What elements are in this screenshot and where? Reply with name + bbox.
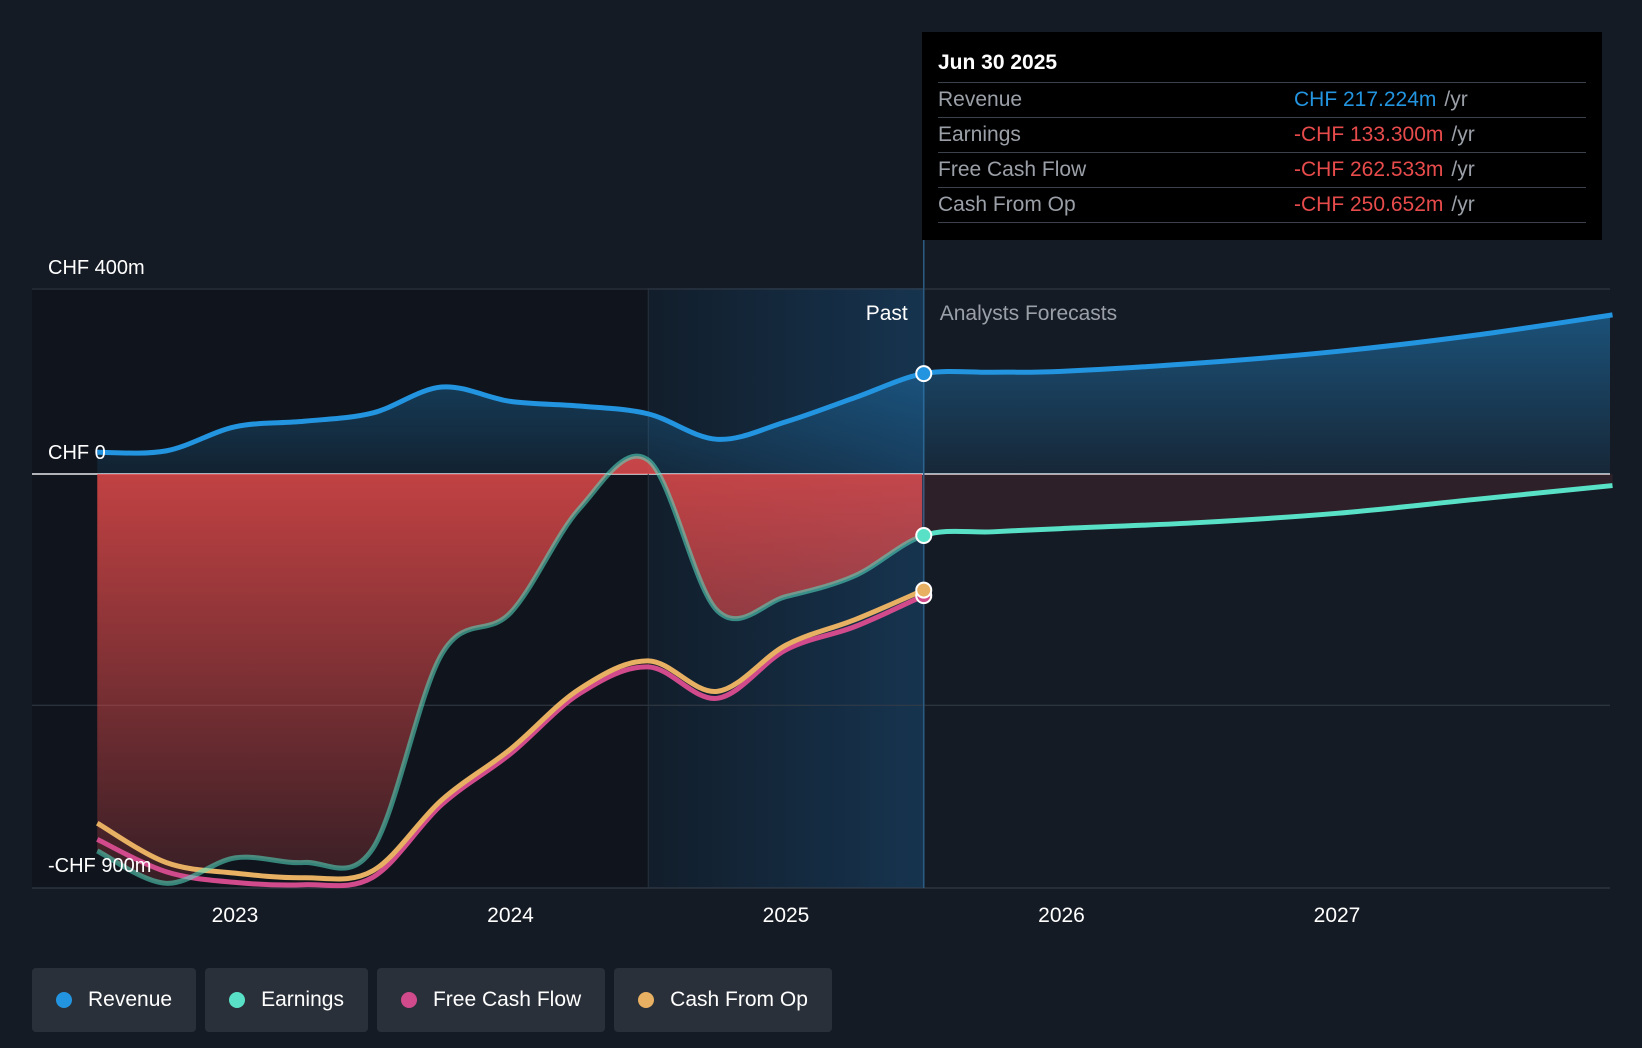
tooltip-row-revenue: Revenue CHF 217.224m /yr: [938, 83, 1586, 118]
x-axis-label: 2026: [1038, 904, 1085, 927]
series-markers: [915, 365, 933, 605]
legend: Revenue Earnings Free Cash Flow Cash Fro…: [32, 968, 832, 1032]
earnings-forecast-area: [922, 474, 1613, 537]
tooltip-unit: /yr: [1451, 158, 1475, 181]
earnings-marker: [915, 527, 933, 545]
legend-label: Revenue: [88, 988, 173, 1011]
legend-label: Cash From Op: [670, 988, 808, 1011]
legend-item-free-cash-flow[interactable]: Free Cash Flow: [376, 968, 606, 1032]
x-axis-label: 2027: [1314, 904, 1361, 927]
axis-labels: CHF 400m CHF 0 -CHF 900m 2023 2024 2025 2026 20…: [48, 257, 1360, 927]
tooltip-unit: /yr: [1444, 88, 1468, 111]
legend-dot-icon: [56, 992, 72, 1008]
legend-dot-icon: [638, 992, 655, 1008]
y-axis-label: CHF 0: [48, 442, 106, 464]
tooltip: Jun 30 2025 Revenue CHF 217.224m /yr Ear…: [922, 32, 1602, 240]
y-axis-label: CHF 400m: [48, 257, 145, 279]
tooltip-row-earnings: Earnings -CHF 133.300m /yr: [938, 118, 1586, 153]
legend-label: Free Cash Flow: [432, 988, 582, 1011]
tooltip-label: Free Cash Flow: [938, 158, 1087, 181]
revenue-line-past: [97, 371, 922, 456]
tooltip-value: -CHF 133.300m: [1294, 123, 1444, 146]
tooltip-label: Earnings: [938, 123, 1021, 146]
financials-chart: CHF 400m CHF 0 -CHF 900m 2023 2024 2025 2026 20…: [32, 240, 1613, 927]
free-cash-flow-line: [96, 593, 925, 889]
tooltip-label: Cash From Op: [938, 193, 1076, 216]
revenue-area: [97, 315, 1610, 474]
legend-item-cash-from-op[interactable]: Cash From Op: [614, 968, 832, 1032]
revenue-marker: [915, 365, 933, 383]
x-axis-label: 2023: [212, 904, 259, 927]
tooltip-value: -CHF 250.652m: [1294, 193, 1444, 216]
cash-from-op-line: [95, 587, 925, 882]
x-axis-label: 2024: [487, 904, 534, 927]
tooltip-date: Jun 30 2025: [938, 48, 1586, 83]
past-label: Past: [866, 302, 908, 325]
tooltip-value: CHF 217.224m: [1294, 88, 1437, 111]
tooltip-label: Revenue: [938, 88, 1023, 111]
tooltip-unit: /yr: [1451, 193, 1475, 216]
legend-dot-icon: [400, 992, 417, 1008]
forecast-label: Analysts Forecasts: [940, 302, 1117, 325]
revenue-line-forecast: [922, 312, 1613, 377]
legend-item-earnings[interactable]: Earnings: [205, 968, 368, 1032]
earnings-line-past: [96, 453, 922, 886]
tooltip-unit: /yr: [1451, 123, 1475, 146]
earnings-line-forecast: [922, 483, 1613, 539]
earnings-area: [97, 456, 922, 884]
legend-dot-icon: [229, 992, 246, 1008]
tooltip-row-free-cash-flow: Free Cash Flow -CHF 262.533m /yr: [938, 153, 1586, 188]
cash-from-op-marker: [915, 581, 933, 599]
legend-item-revenue[interactable]: Revenue: [32, 968, 197, 1032]
y-axis-label: -CHF 900m: [48, 855, 151, 877]
series-lines: [95, 312, 1613, 889]
series-areas: [97, 315, 1613, 884]
tooltip-row-cash-from-op: Cash From Op -CHF 250.652m /yr: [938, 188, 1586, 223]
legend-label: Earnings: [261, 988, 344, 1011]
x-axis-label: 2025: [763, 904, 810, 927]
tooltip-value: -CHF 262.533m: [1294, 158, 1444, 181]
